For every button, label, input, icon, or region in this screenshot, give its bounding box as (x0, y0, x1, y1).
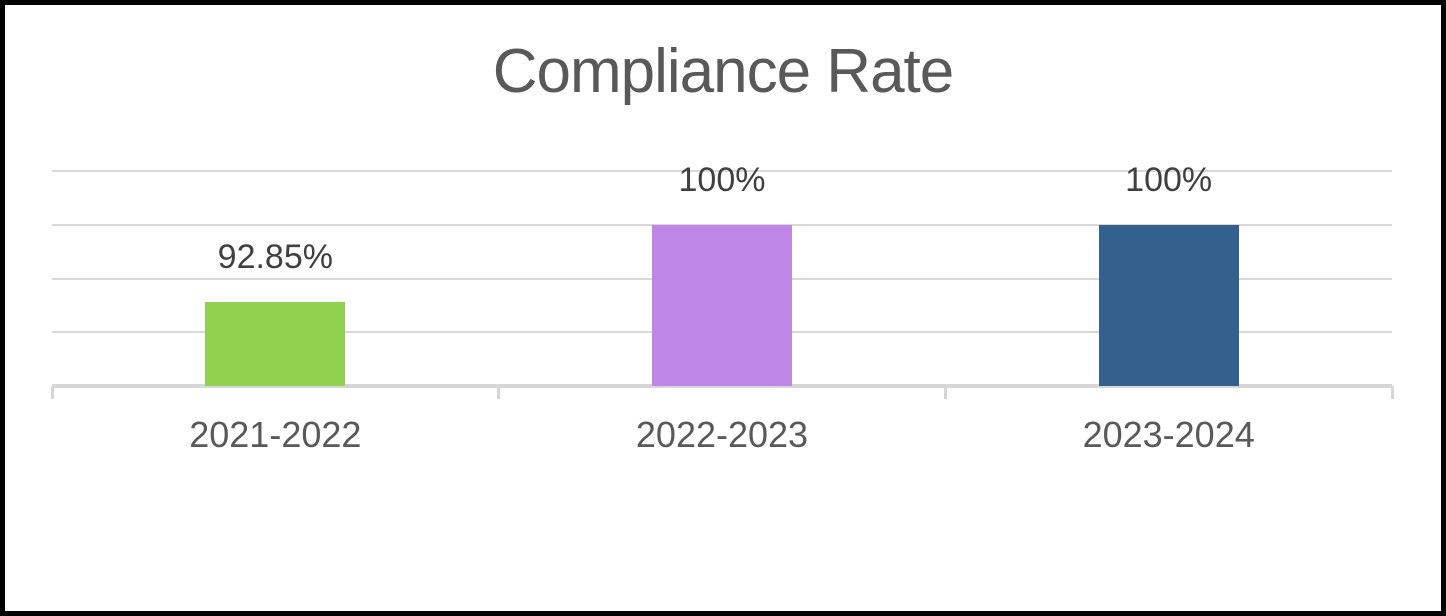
axis-tick (50, 386, 54, 399)
chart-title: Compliance Rate (492, 37, 955, 106)
x-axis-line (52, 384, 1392, 388)
x-axis-label: 2021-2022 (189, 414, 362, 455)
bar-2023-2024 (1098, 224, 1239, 386)
axis-tick (497, 386, 501, 399)
data-label: 100% (1125, 160, 1213, 199)
data-label: 100% (678, 160, 766, 199)
axis-tick (1390, 386, 1394, 399)
bar-2022-2023 (652, 224, 792, 386)
plot-area: 92.85% 100% 100% (50, 163, 1394, 399)
axis-tick (943, 386, 947, 399)
data-label: 92.85% (217, 237, 333, 276)
x-axis-label: 2022-2023 (635, 414, 809, 455)
x-axis-labels: 2021-2022 2022-2023 2023-2024 (52, 417, 1392, 461)
x-axis-label: 2023-2024 (1082, 414, 1255, 455)
gridline (52, 170, 1392, 172)
bar-2021-2022 (205, 301, 346, 386)
